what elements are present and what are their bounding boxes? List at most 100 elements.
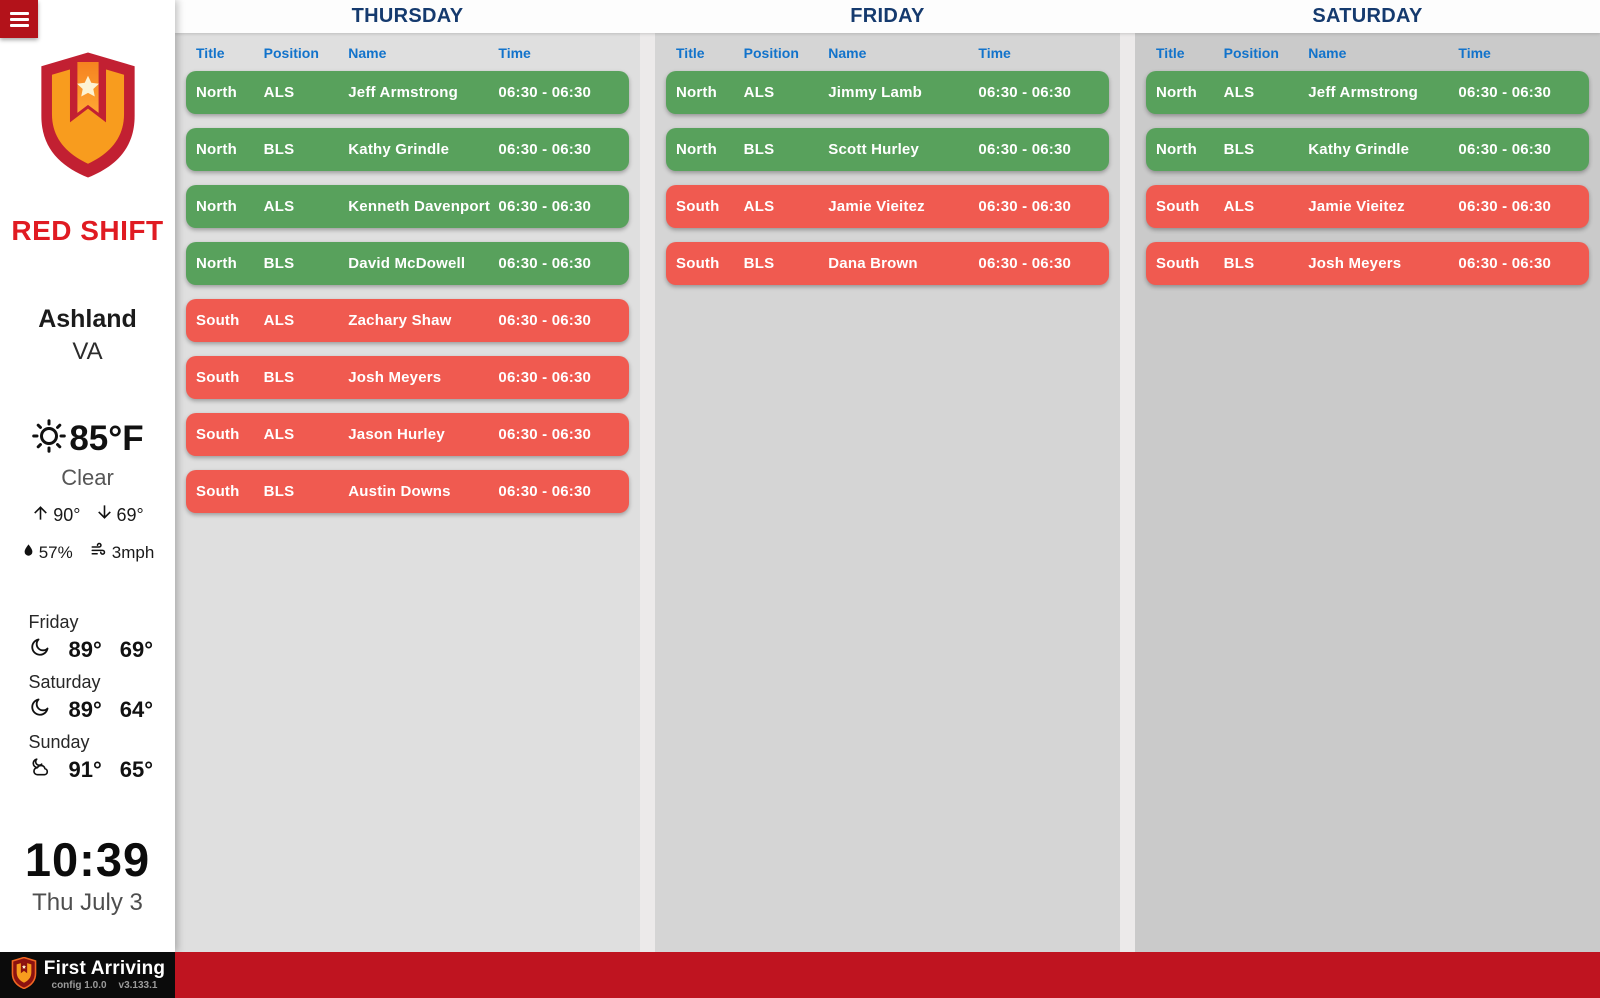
shift-row: South BLS Josh Meyers 06:30 - 06:30 [1146, 242, 1589, 285]
current-temp: 85°F [69, 418, 144, 458]
forecast-low: 64° [119, 696, 154, 722]
table-header: Title Position Name Time [1146, 33, 1589, 71]
row-name: Jeff Armstrong [1308, 84, 1419, 101]
row-name: Kenneth Davenport [348, 198, 491, 215]
shift-row: North BLS Scott Hurley 06:30 - 06:30 [666, 128, 1109, 171]
row-title: South [1156, 255, 1200, 272]
row-time: 06:30 - 06:30 [498, 369, 592, 386]
low-temp: 69° [116, 504, 144, 525]
clock: 10:39 Thu July 3 [25, 832, 150, 917]
row-time: 06:30 - 06:30 [978, 84, 1072, 101]
header-position: Position [743, 45, 799, 61]
forecast-day: Sunday [28, 732, 90, 752]
header-name: Name [828, 45, 867, 61]
forecast-high: 89° [68, 696, 102, 722]
row-time: 06:30 - 06:30 [1458, 141, 1552, 158]
header-name: Name [348, 45, 387, 61]
row-position: BLS [1223, 141, 1255, 158]
row-position: ALS [1223, 198, 1255, 215]
row-time: 06:30 - 06:30 [978, 255, 1072, 272]
footer-bar: First Arriving config 1.0.0 v3.133.1 [0, 952, 1600, 998]
row-time: 06:30 - 06:30 [498, 255, 592, 272]
row-position: BLS [263, 369, 295, 386]
table-header: Title Position Name Time [186, 33, 629, 71]
row-time: 06:30 - 06:30 [498, 141, 592, 158]
row-position: ALS [743, 198, 775, 215]
sun-icon [31, 418, 67, 459]
schedule-board: THURSDAY FRIDAY SATURDAY Title Position … [175, 0, 1600, 952]
row-time: 06:30 - 06:30 [498, 426, 592, 443]
cloud-moon-icon [29, 756, 51, 783]
row-position: BLS [743, 255, 775, 272]
shift-row: South BLS Dana Brown 06:30 - 06:30 [666, 242, 1109, 285]
row-position: ALS [263, 426, 295, 443]
row-name: Jason Hurley [348, 426, 445, 443]
menu-button[interactable] [0, 0, 38, 38]
forecast-high: 91° [68, 756, 102, 782]
shift-rows: North ALS Jimmy Lamb 06:30 - 06:30 North… [666, 71, 1109, 285]
shift-row: North ALS Jimmy Lamb 06:30 - 06:30 [666, 71, 1109, 114]
row-name: Scott Hurley [828, 141, 920, 158]
row-time: 06:30 - 06:30 [1458, 255, 1552, 272]
day-title-saturday: SATURDAY [1312, 5, 1423, 27]
day-panel-thursday: Title Position Name Time North ALS Jeff … [175, 33, 640, 952]
row-time: 06:30 - 06:30 [498, 84, 592, 101]
day-panel-saturday: Title Position Name Time North ALS Jeff … [1135, 33, 1600, 952]
row-title: North [196, 141, 237, 158]
forecast-high: 89° [68, 636, 102, 662]
forecast-day: Friday [28, 612, 79, 632]
shift-rows: North ALS Jeff Armstrong 06:30 - 06:30 N… [1146, 71, 1589, 285]
row-title: South [676, 198, 720, 215]
weather-condition: Clear [61, 465, 114, 490]
row-name: Jamie Vieitez [828, 198, 925, 215]
row-title: South [1156, 198, 1200, 215]
row-position: ALS [263, 312, 295, 329]
current-weather: 85°F [31, 418, 144, 459]
row-time: 06:30 - 06:30 [498, 198, 592, 215]
arrow-down-icon [95, 503, 114, 527]
row-title: South [196, 483, 240, 500]
moon-icon [29, 636, 51, 663]
header-position: Position [1223, 45, 1279, 61]
shift-shield-logo [35, 50, 141, 185]
shift-row: North ALS Kenneth Davenport 06:30 - 06:3… [186, 185, 629, 228]
forecast-list: Friday 89° 69° Saturday 89° [28, 612, 154, 792]
row-position: BLS [263, 483, 295, 500]
header-time: Time [1458, 45, 1491, 61]
day-panels: Title Position Name Time North ALS Jeff … [175, 33, 1600, 952]
shift-row: South ALS Jamie Vieitez 06:30 - 06:30 [666, 185, 1109, 228]
config-version: config 1.0.0 [51, 980, 107, 991]
row-title: South [676, 255, 720, 272]
row-name: Dana Brown [828, 255, 918, 272]
row-position: ALS [1223, 84, 1255, 101]
clock-time: 10:39 [24, 833, 151, 886]
row-time: 06:30 - 06:30 [978, 198, 1072, 215]
shift-row: South BLS Austin Downs 06:30 - 06:30 [186, 470, 629, 513]
row-title: North [1156, 141, 1197, 158]
row-name: Kathy Grindle [1308, 141, 1410, 158]
wind-value: 3mph [111, 542, 155, 562]
row-position: BLS [1223, 255, 1255, 272]
row-name: Jimmy Lamb [828, 84, 922, 101]
day-panel-friday: Title Position Name Time North ALS Jimmy… [655, 33, 1120, 952]
forecast-low: 69° [119, 636, 154, 662]
row-position: BLS [263, 141, 295, 158]
header-position: Position [263, 45, 319, 61]
row-title: North [1156, 84, 1197, 101]
location-city: Ashland [38, 305, 137, 333]
day-titles-row: THURSDAY FRIDAY SATURDAY [175, 0, 1600, 33]
shift-rows: North ALS Jeff Armstrong 06:30 - 06:30 N… [186, 71, 629, 513]
row-time: 06:30 - 06:30 [498, 312, 592, 329]
row-name: Jeff Armstrong [348, 84, 459, 101]
row-position: ALS [263, 84, 295, 101]
shift-row: North ALS Jeff Armstrong 06:30 - 06:30 [186, 71, 629, 114]
table-header: Title Position Name Time [666, 33, 1109, 71]
row-name: Kathy Grindle [348, 141, 450, 158]
header-title: Title [196, 45, 225, 61]
shift-name: RED SHIFT [11, 215, 164, 246]
shift-row: North ALS Jeff Armstrong 06:30 - 06:30 [1146, 71, 1589, 114]
arrow-up-icon [31, 503, 50, 527]
shift-row: South BLS Josh Meyers 06:30 - 06:30 [186, 356, 629, 399]
forecast-item-sunday: Sunday 91° 65° [28, 732, 154, 783]
row-title: North [196, 84, 237, 101]
